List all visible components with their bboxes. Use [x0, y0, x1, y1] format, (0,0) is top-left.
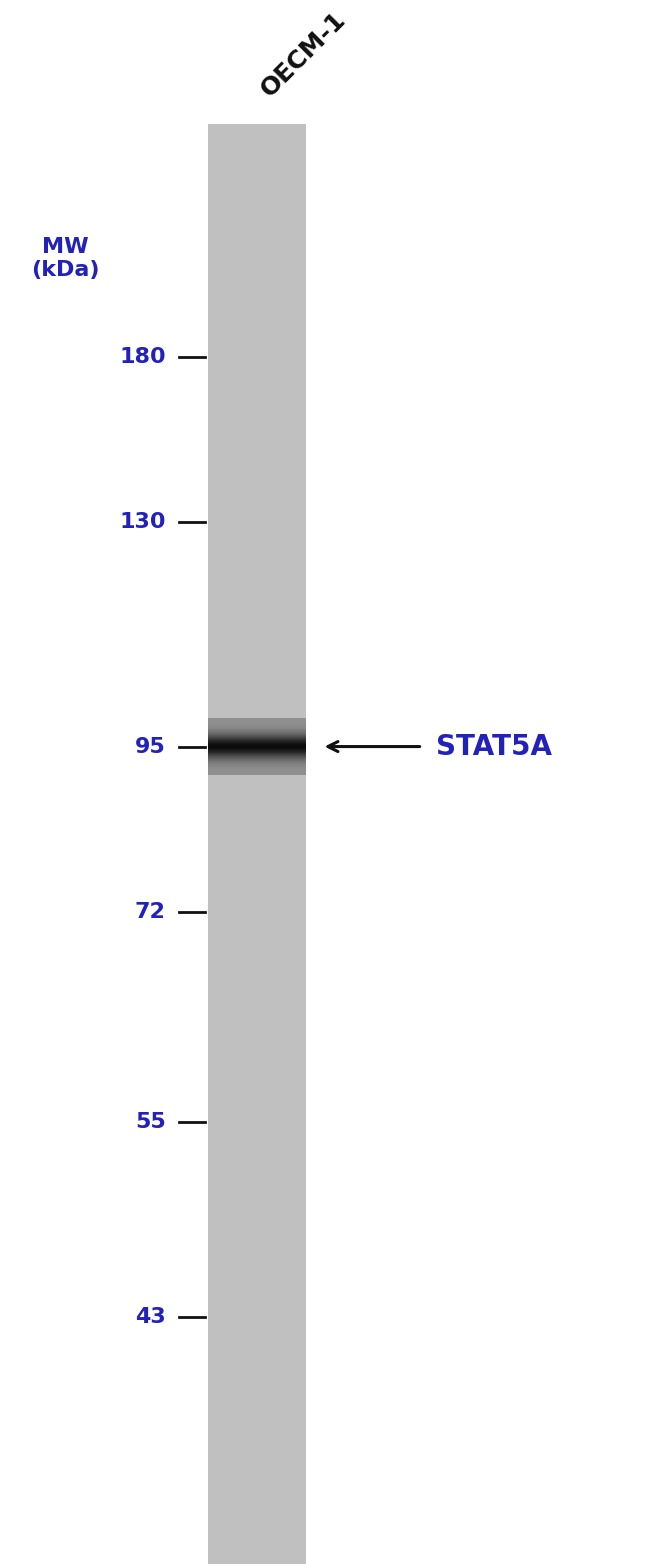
Bar — [208, 124, 306, 1564]
Text: 130: 130 — [119, 511, 166, 532]
Text: 72: 72 — [135, 901, 166, 921]
Text: STAT5A: STAT5A — [436, 732, 551, 760]
Text: OECM-1: OECM-1 — [257, 8, 351, 102]
Text: 43: 43 — [135, 1306, 166, 1326]
Text: 180: 180 — [119, 347, 166, 366]
Text: 95: 95 — [135, 737, 166, 757]
Text: 55: 55 — [135, 1112, 166, 1131]
Text: MW
(kDa): MW (kDa) — [31, 236, 99, 280]
